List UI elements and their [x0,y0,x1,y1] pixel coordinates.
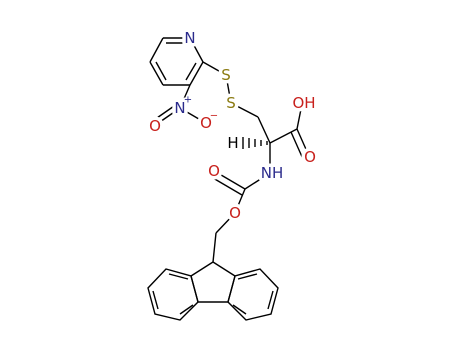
bonds [147,37,310,321]
atom-label: N [184,29,195,47]
atom-label: S [221,66,231,84]
atom-label: O [208,162,220,180]
atom-label: S [226,94,236,112]
atom-label: O [200,114,212,132]
atom-label: O [229,204,241,222]
atom-label: H [227,134,238,152]
atom-label: O [304,148,316,166]
atom-label: NH [261,164,284,182]
charge: + [184,95,192,106]
atom-label: O [149,117,161,135]
charge: − [210,111,218,122]
atom-labels: N S S N + O O − OH O H NH O O [146,26,320,226]
atom-label: OH [292,94,315,112]
atom-label: N [174,99,185,117]
